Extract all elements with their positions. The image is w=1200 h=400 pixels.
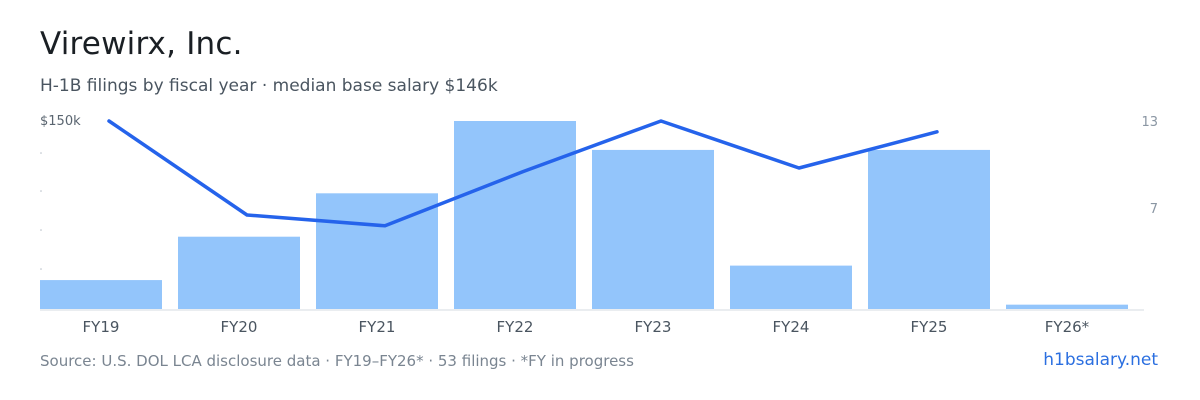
left-axis-tick-mark	[40, 152, 42, 154]
right-axis-tick-label: 7	[1150, 202, 1158, 217]
left-axis-tick-mark	[40, 268, 42, 270]
bar-fy23	[592, 149, 714, 309]
site-link[interactable]: h1bsalary.net	[1043, 350, 1158, 370]
x-tick-label: FY19	[83, 318, 120, 336]
left-axis: $150k	[40, 114, 81, 270]
x-tick-label: FY20	[221, 318, 258, 336]
left-axis-tick-label: $150k	[40, 114, 81, 129]
bar-fy26-partial	[1006, 304, 1128, 309]
x-tick-label: FY21	[359, 318, 396, 336]
bar-fy20	[178, 236, 300, 309]
bar-fy19	[40, 280, 162, 309]
bar-fy24	[730, 265, 852, 309]
source-note: Source: U.S. DOL LCA disclosure data · F…	[40, 352, 634, 370]
x-tick-label: FY22	[497, 318, 534, 336]
chart-subtitle: H-1B filings by fiscal year · median bas…	[40, 76, 498, 96]
salary-line	[107, 119, 939, 228]
x-tick-label: FY26*	[1045, 318, 1090, 336]
x-axis-labels: FY19 FY20 FY21 FY22 FY23 FY24 FY25 FY26*	[83, 318, 1090, 336]
x-tick-label: FY24	[773, 318, 810, 336]
bar-fy22	[454, 121, 576, 309]
right-axis-tick-label: 13	[1141, 115, 1158, 130]
left-axis-tick-mark	[40, 190, 42, 192]
x-tick-label: FY23	[635, 318, 672, 336]
bar-fy25	[868, 149, 990, 309]
left-axis-tick-mark	[40, 229, 42, 231]
chart-title: Virewirx, Inc.	[40, 26, 243, 62]
x-tick-label: FY25	[911, 318, 948, 336]
right-axis: 13 7	[1141, 115, 1158, 217]
bars-layer	[40, 121, 1128, 309]
